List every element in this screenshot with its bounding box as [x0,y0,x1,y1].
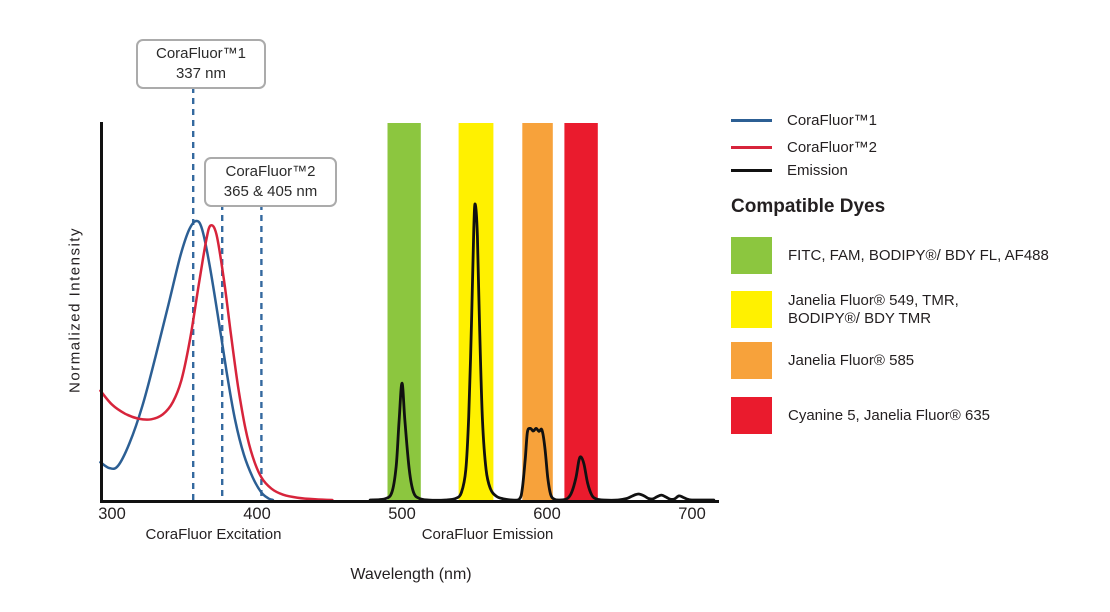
y-axis-label: Normalized Intensity [66,227,84,393]
x-axis-title: Wavelength (nm) [350,566,472,583]
dye-label: FITC, FAM, BODIPY®/ BDY FL, AF488 [788,246,1049,264]
callout-line: CoraFluor™2 [225,163,316,180]
x-tick-label: 700 [678,505,706,523]
filter-band [387,123,421,500]
legend-label: CoraFluor™2 [787,139,878,156]
callout-line: 337 nm [175,65,227,82]
x-tick-label: 400 [243,505,271,523]
legend-item-corafluor2: CoraFluor™2 [731,139,877,156]
dye-label: Janelia Fluor® 585 [788,351,915,369]
dye-swatch-red [731,397,772,434]
x-tick-label: 300 [98,505,126,523]
dye-row-jf585: Janelia Fluor® 585 [731,342,914,379]
filter-band [564,123,598,500]
annotation-markers-layer [191,87,263,500]
legend-item-corafluor1: CoraFluor™1 [731,112,877,129]
dye-swatch-yellow [731,291,772,328]
dye-label: BODIPY®/ BDY TMR [788,309,932,327]
axis-section-label: CoraFluor Excitation [145,526,282,543]
legend-line-swatch [731,169,772,172]
legend-line-swatch [731,119,772,122]
legend-label: CoraFluor™1 [787,112,878,129]
axis-section-label: CoraFluor Emission [421,526,554,543]
dye-label: Cyanine 5, Janelia Fluor® 635 [788,406,991,424]
compatible-dyes-heading: Compatible Dyes [731,196,886,217]
series-curve [368,202,716,502]
callout-line: 365 & 405 nm [223,183,318,200]
legend-line-swatch [731,146,772,149]
series-curve [99,219,275,502]
dye-row-jf549: Janelia Fluor® 549, TMR, BODIPY®/ BDY TM… [731,291,959,328]
spectra-chart [99,87,719,503]
legend-item-emission: Emission [731,162,848,179]
x-tick-label: 600 [533,505,561,523]
series-curve [99,224,334,502]
filter-bands-layer [387,123,598,500]
dye-swatch-green [731,237,772,274]
filter-band [458,123,494,500]
legend-label: Emission [787,162,848,179]
y-axis [100,122,103,503]
dye-row-fitc: FITC, FAM, BODIPY®/ BDY FL, AF488 [731,237,1049,274]
dye-swatch-orange [731,342,772,379]
x-axis [100,500,719,503]
spectra-curves-layer [99,202,716,502]
callout-corafluor2: CoraFluor™2 365 & 405 nm [204,157,337,207]
dye-row-cy5: Cyanine 5, Janelia Fluor® 635 [731,397,990,434]
callout-corafluor1: CoraFluor™1 337 nm [136,39,266,89]
callout-line: CoraFluor™1 [155,45,247,62]
dye-label: Janelia Fluor® 549, TMR, [788,291,959,309]
x-tick-label: 500 [388,505,416,523]
